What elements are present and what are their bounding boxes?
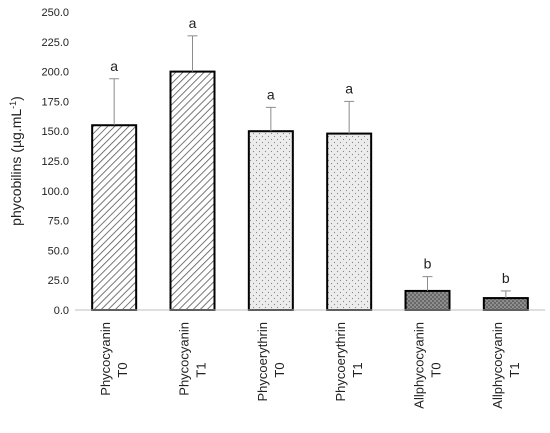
- y-tick-label: 25.0: [48, 275, 69, 287]
- x-tick-label: Phycoerythrin: [255, 322, 270, 401]
- x-tick-label: T1: [194, 362, 209, 377]
- y-tick-label: 225.0: [41, 37, 69, 49]
- y-tick-label: 250.0: [41, 7, 69, 19]
- y-tick-label: 150.0: [41, 126, 69, 138]
- x-tick-label: T0: [115, 362, 130, 377]
- bar: [247, 130, 294, 311]
- x-tick-label: T1: [507, 362, 522, 377]
- y-tick-label: 175.0: [41, 96, 69, 108]
- y-tick-label: 125.0: [41, 156, 69, 168]
- x-tick-label: Phycocyanin: [98, 322, 113, 396]
- y-tick-label: 75.0: [48, 216, 69, 228]
- bar: [482, 297, 529, 311]
- significance-label: b: [424, 256, 432, 272]
- y-tick-label: 0.0: [54, 305, 69, 317]
- bar: [404, 289, 451, 312]
- significance-label: a: [345, 80, 353, 96]
- bar: [326, 132, 373, 311]
- y-tick-label: 100.0: [41, 186, 69, 198]
- significance-label: a: [110, 58, 118, 74]
- x-tick-label: Allphycocyanin: [490, 322, 505, 409]
- bar: [169, 70, 216, 311]
- y-tick-label: 50.0: [48, 245, 69, 257]
- x-tick-label: Allphycocyanin: [412, 322, 427, 409]
- x-tick-label: Phycocyanin: [177, 322, 192, 396]
- x-tick-label: Phycoerythrin: [333, 322, 348, 401]
- significance-label: a: [267, 86, 275, 102]
- x-tick-label: T0: [429, 362, 444, 377]
- y-tick-label: 200.0: [41, 67, 69, 79]
- y-axis-title: phycobilins (µg.mL-1): [8, 96, 24, 226]
- bar: [91, 124, 138, 311]
- x-tick-label: T0: [272, 362, 287, 377]
- x-tick-label: T1: [350, 362, 365, 377]
- significance-label: b: [502, 270, 510, 286]
- significance-label: a: [189, 15, 197, 31]
